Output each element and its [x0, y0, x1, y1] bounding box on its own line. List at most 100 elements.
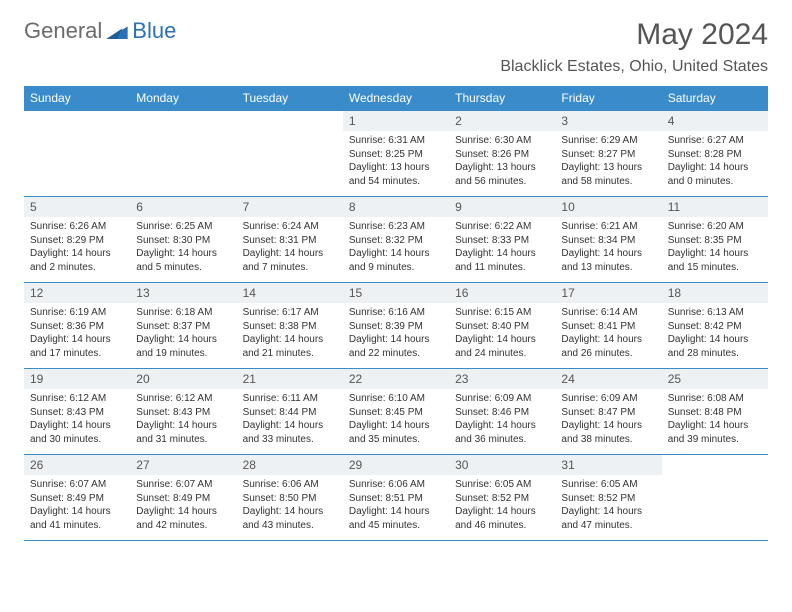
day-number: 6 [130, 197, 236, 217]
day-number: 7 [237, 197, 343, 217]
day-details: Sunrise: 6:06 AMSunset: 8:51 PMDaylight:… [343, 478, 449, 536]
sunrise-line: Sunrise: 6:24 AM [243, 220, 337, 234]
col-header-monday: Monday [130, 86, 236, 111]
day-number: 10 [555, 197, 661, 217]
sunrise-line: Sunrise: 6:17 AM [243, 306, 337, 320]
sunrise-line: Sunrise: 6:05 AM [455, 478, 549, 492]
calendar-week-row: 12Sunrise: 6:19 AMSunset: 8:36 PMDayligh… [24, 283, 768, 369]
calendar-body: 1Sunrise: 6:31 AMSunset: 8:25 PMDaylight… [24, 111, 768, 541]
day-details: Sunrise: 6:15 AMSunset: 8:40 PMDaylight:… [449, 306, 555, 364]
daylight-line: Daylight: 14 hours and 45 minutes. [349, 505, 443, 532]
calendar-cell: 7Sunrise: 6:24 AMSunset: 8:31 PMDaylight… [237, 197, 343, 283]
sunrise-line: Sunrise: 6:31 AM [349, 134, 443, 148]
calendar-cell: 25Sunrise: 6:08 AMSunset: 8:48 PMDayligh… [662, 369, 768, 455]
day-number: 30 [449, 455, 555, 475]
day-details: Sunrise: 6:25 AMSunset: 8:30 PMDaylight:… [130, 220, 236, 278]
day-details: Sunrise: 6:09 AMSunset: 8:46 PMDaylight:… [449, 392, 555, 450]
daylight-line: Daylight: 14 hours and 9 minutes. [349, 247, 443, 274]
calendar-cell: 4 Sunrise: 6:27 AMSunset: 8:28 PMDaylight… [662, 111, 768, 197]
calendar-cell [24, 111, 130, 197]
daylight-line: Daylight: 14 hours and 2 minutes. [30, 247, 124, 274]
daylight-line: Daylight: 13 hours and 56 minutes. [455, 161, 549, 188]
day-number: 4 [662, 111, 768, 131]
day-header-row: Sunday Monday Tuesday Wednesday Thursday… [24, 86, 768, 111]
sunset-line: Sunset: 8:51 PM [349, 492, 443, 506]
day-details: Sunrise: 6:13 AMSunset: 8:42 PMDaylight:… [662, 306, 768, 364]
day-details: Sunrise: 6:18 AMSunset: 8:37 PMDaylight:… [130, 306, 236, 364]
daylight-line: Daylight: 14 hours and 35 minutes. [349, 419, 443, 446]
daylight-line: Daylight: 14 hours and 13 minutes. [561, 247, 655, 274]
sunset-line: Sunset: 8:35 PM [668, 234, 762, 248]
day-details: Sunrise: 6:26 AMSunset: 8:29 PMDaylight:… [24, 220, 130, 278]
daylight-line: Daylight: 14 hours and 47 minutes. [561, 505, 655, 532]
sunrise-line: Sunrise: 6:26 AM [30, 220, 124, 234]
daylight-line: Daylight: 14 hours and 11 minutes. [455, 247, 549, 274]
sunrise-line: Sunrise: 6:22 AM [455, 220, 549, 234]
sunset-line: Sunset: 8:42 PM [668, 320, 762, 334]
day-number: 27 [130, 455, 236, 475]
sunrise-line: Sunrise: 6:06 AM [349, 478, 443, 492]
calendar-cell: 18Sunrise: 6:13 AMSunset: 8:42 PMDayligh… [662, 283, 768, 369]
calendar-cell [662, 455, 768, 541]
sunset-line: Sunset: 8:32 PM [349, 234, 443, 248]
calendar-cell: 22Sunrise: 6:10 AMSunset: 8:45 PMDayligh… [343, 369, 449, 455]
daylight-line: Daylight: 14 hours and 46 minutes. [455, 505, 549, 532]
daylight-line: Daylight: 14 hours and 5 minutes. [136, 247, 230, 274]
day-details: Sunrise: 6:27 AMSunset: 8:28 PMDaylight:… [662, 134, 768, 192]
calendar-cell: 17Sunrise: 6:14 AMSunset: 8:41 PMDayligh… [555, 283, 661, 369]
day-number: 26 [24, 455, 130, 475]
sunset-line: Sunset: 8:34 PM [561, 234, 655, 248]
day-number: 19 [24, 369, 130, 389]
sunrise-line: Sunrise: 6:09 AM [455, 392, 549, 406]
day-number: 23 [449, 369, 555, 389]
col-header-friday: Friday [555, 86, 661, 111]
day-details: Sunrise: 6:05 AMSunset: 8:52 PMDaylight:… [449, 478, 555, 536]
day-details: Sunrise: 6:07 AMSunset: 8:49 PMDaylight:… [24, 478, 130, 536]
day-details: Sunrise: 6:10 AMSunset: 8:45 PMDaylight:… [343, 392, 449, 450]
day-number: 3 [555, 111, 661, 131]
daylight-line: Daylight: 14 hours and 36 minutes. [455, 419, 549, 446]
day-details: Sunrise: 6:09 AMSunset: 8:47 PMDaylight:… [555, 392, 661, 450]
sunset-line: Sunset: 8:37 PM [136, 320, 230, 334]
day-details: Sunrise: 6:30 AMSunset: 8:26 PMDaylight:… [449, 134, 555, 192]
day-number: 28 [237, 455, 343, 475]
sunset-line: Sunset: 8:25 PM [349, 148, 443, 162]
sunset-line: Sunset: 8:48 PM [668, 406, 762, 420]
day-number: 21 [237, 369, 343, 389]
day-details: Sunrise: 6:07 AMSunset: 8:49 PMDaylight:… [130, 478, 236, 536]
daylight-line: Daylight: 13 hours and 58 minutes. [561, 161, 655, 188]
calendar-cell: 24Sunrise: 6:09 AMSunset: 8:47 PMDayligh… [555, 369, 661, 455]
day-details: Sunrise: 6:14 AMSunset: 8:41 PMDaylight:… [555, 306, 661, 364]
sunset-line: Sunset: 8:43 PM [136, 406, 230, 420]
day-number: 5 [24, 197, 130, 217]
daylight-line: Daylight: 14 hours and 22 minutes. [349, 333, 443, 360]
logo-text-general: General [24, 18, 102, 44]
calendar-cell: 1Sunrise: 6:31 AMSunset: 8:25 PMDaylight… [343, 111, 449, 197]
logo: General Blue [24, 18, 176, 44]
calendar-cell [237, 111, 343, 197]
sunrise-line: Sunrise: 6:13 AM [668, 306, 762, 320]
calendar-week-row: 26Sunrise: 6:07 AMSunset: 8:49 PMDayligh… [24, 455, 768, 541]
day-details: Sunrise: 6:23 AMSunset: 8:32 PMDaylight:… [343, 220, 449, 278]
header-row: General Blue May 2024 Blacklick Estates,… [24, 18, 768, 76]
day-details: Sunrise: 6:31 AMSunset: 8:25 PMDaylight:… [343, 134, 449, 192]
daylight-line: Daylight: 14 hours and 28 minutes. [668, 333, 762, 360]
day-details: Sunrise: 6:29 AMSunset: 8:27 PMDaylight:… [555, 134, 661, 192]
calendar-cell: 15Sunrise: 6:16 AMSunset: 8:39 PMDayligh… [343, 283, 449, 369]
sunrise-line: Sunrise: 6:29 AM [561, 134, 655, 148]
daylight-line: Daylight: 14 hours and 7 minutes. [243, 247, 337, 274]
calendar-cell: 12Sunrise: 6:19 AMSunset: 8:36 PMDayligh… [24, 283, 130, 369]
calendar-week-row: 1Sunrise: 6:31 AMSunset: 8:25 PMDaylight… [24, 111, 768, 197]
sunrise-line: Sunrise: 6:18 AM [136, 306, 230, 320]
calendar-week-row: 19 Sunrise: 6:12 AMSunset: 8:43 PM Dayligh… [24, 369, 768, 455]
sunrise-line: Sunrise: 6:12 AM [136, 392, 230, 406]
sunset-line: Sunset: 8:46 PM [455, 406, 549, 420]
sunset-line: Sunset: 8:52 PM [455, 492, 549, 506]
calendar-page: General Blue May 2024 Blacklick Estates,… [0, 0, 792, 551]
sunrise-line: Sunrise: 6:21 AM [561, 220, 655, 234]
sunrise-line: Sunrise: 6:20 AM [668, 220, 762, 234]
day-number: 25 [662, 369, 768, 389]
daylight-line: Daylight: 14 hours and 38 minutes. [561, 419, 655, 446]
sunrise-line: Sunrise: 6:27 AM [668, 134, 762, 148]
sunset-line: Sunset: 8:33 PM [455, 234, 549, 248]
